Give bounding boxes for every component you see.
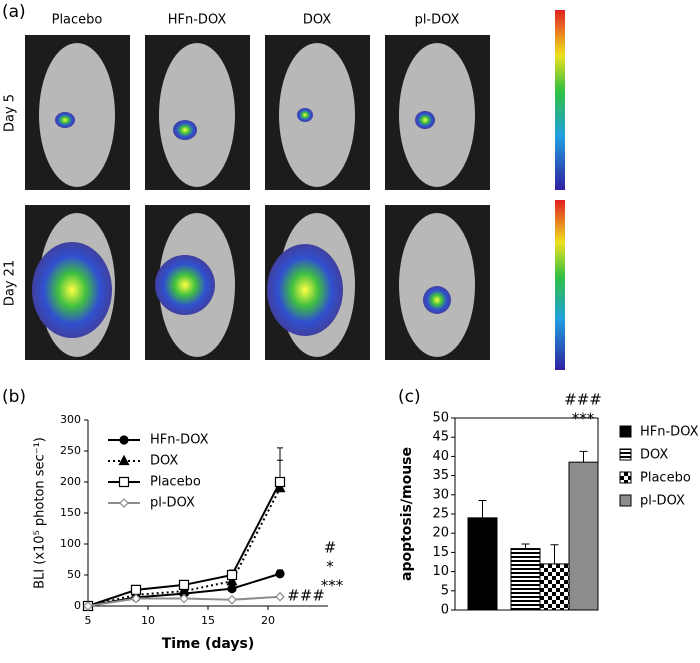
mouse-body [399,213,475,357]
bar [467,517,498,611]
marker [227,584,237,594]
annotation: ### [287,587,325,605]
legend-swatch [619,494,632,507]
bioluminescence [32,242,112,338]
marker [226,569,238,581]
x-tick-label: 10 [141,614,155,627]
column-label: HFn-DOX [168,13,227,28]
y-axis-label: BLI (x10⁵ photon sec⁻¹) [33,437,48,589]
annotation: # [324,539,337,557]
legend-swatch [619,448,632,461]
bar [539,563,570,611]
bioluminescence [55,112,75,128]
marker [178,579,190,591]
y-tick-label: 20 [432,526,449,541]
x-tick-label: 5 [85,614,92,627]
bioluminescence [155,255,215,315]
legend-label: pl-DOX [150,496,195,511]
error-bar [478,500,487,518]
marker [226,574,238,586]
annotation: * [326,558,334,576]
legend-label: HFn-DOX [640,425,699,440]
legend-swatch [619,471,632,484]
y-tick-label: 50 [432,411,449,426]
panel-label: (a) [2,2,26,22]
annotation: *** [321,577,344,595]
legend-label: DOX [640,448,668,463]
error-bar [579,450,588,463]
bioluminescence [267,244,343,336]
bioluminescence [415,111,435,129]
panel-c: (c) 0 5 10 15 20 25 30 35 40 45 50 apoptosis/mouse HF… [398,387,699,618]
marker [274,476,286,488]
y-tick-label: 250 [60,444,81,457]
column-label: pl-DOX [415,13,460,28]
y-tick-label: 0 [441,603,449,618]
column-label: Placebo [52,13,103,28]
column-label: DOX [303,13,331,28]
bioluminescence [173,120,197,140]
panel-label: (c) [398,387,421,407]
row-label: Day 21 [3,260,18,306]
annotation: ### [564,391,602,409]
error-bar [521,543,530,549]
panel-label: (b) [2,387,26,407]
y-tick-label: 30 [432,487,449,502]
y-axis-label: apoptosis/mouse [399,447,415,581]
marker [118,454,130,466]
mouse-body [39,43,115,187]
y-tick-label: 100 [60,537,81,550]
legend-label: Placebo [150,475,201,490]
color-scale [555,200,565,370]
legend-label: pl-DOX [640,494,685,509]
y-tick-label: 0 [74,599,81,612]
panel-a: (a) Placebo HFn-DOX DOX pl-DOX Day 5 Day 21 [2,2,565,370]
mouse-body [399,43,475,187]
legend-swatch [619,425,632,438]
x-tick-label: 20 [261,614,275,627]
bar [510,548,541,611]
legend-label: DOX [150,454,178,469]
marker [275,569,285,579]
y-tick-label: 150 [60,506,81,519]
y-tick-label: 35 [432,468,449,483]
y-tick-label: 45 [432,430,449,445]
y-tick-label: 25 [432,507,449,522]
y-tick-label: 40 [432,449,449,464]
legend-label: HFn-DOX [150,433,209,448]
marker [119,498,129,508]
y-tick-label: 10 [432,564,449,579]
marker [227,594,237,605]
marker [130,584,142,595]
marker [131,593,141,604]
bar [568,461,599,611]
y-tick-label: 50 [67,568,81,581]
row-label: Day 5 [3,94,18,132]
y-tick-label: 15 [432,545,449,560]
x-tick-label: 15 [201,614,215,627]
x-axis-label: Time (days) [162,636,255,652]
marker [119,435,129,445]
error-bar [277,447,283,482]
marker [83,601,93,611]
y-tick-label: 5 [441,583,449,598]
mouse-body [279,43,355,187]
bioluminescence [423,286,451,314]
marker [275,591,285,602]
mouse-body [159,43,235,187]
marker [118,476,130,488]
y-tick-label: 200 [60,475,81,488]
color-scale [555,10,565,190]
marker [179,593,189,604]
panel-b: (b) 0 50 100 150 200 250 300 5 10 15 20 Time (days) B… [2,387,344,652]
error-bar [550,544,559,564]
series-line [87,487,281,607]
y-tick-label: 300 [60,413,81,426]
legend-label: Placebo [640,471,691,486]
annotation: *** [572,410,595,428]
bioluminescence [297,108,313,122]
